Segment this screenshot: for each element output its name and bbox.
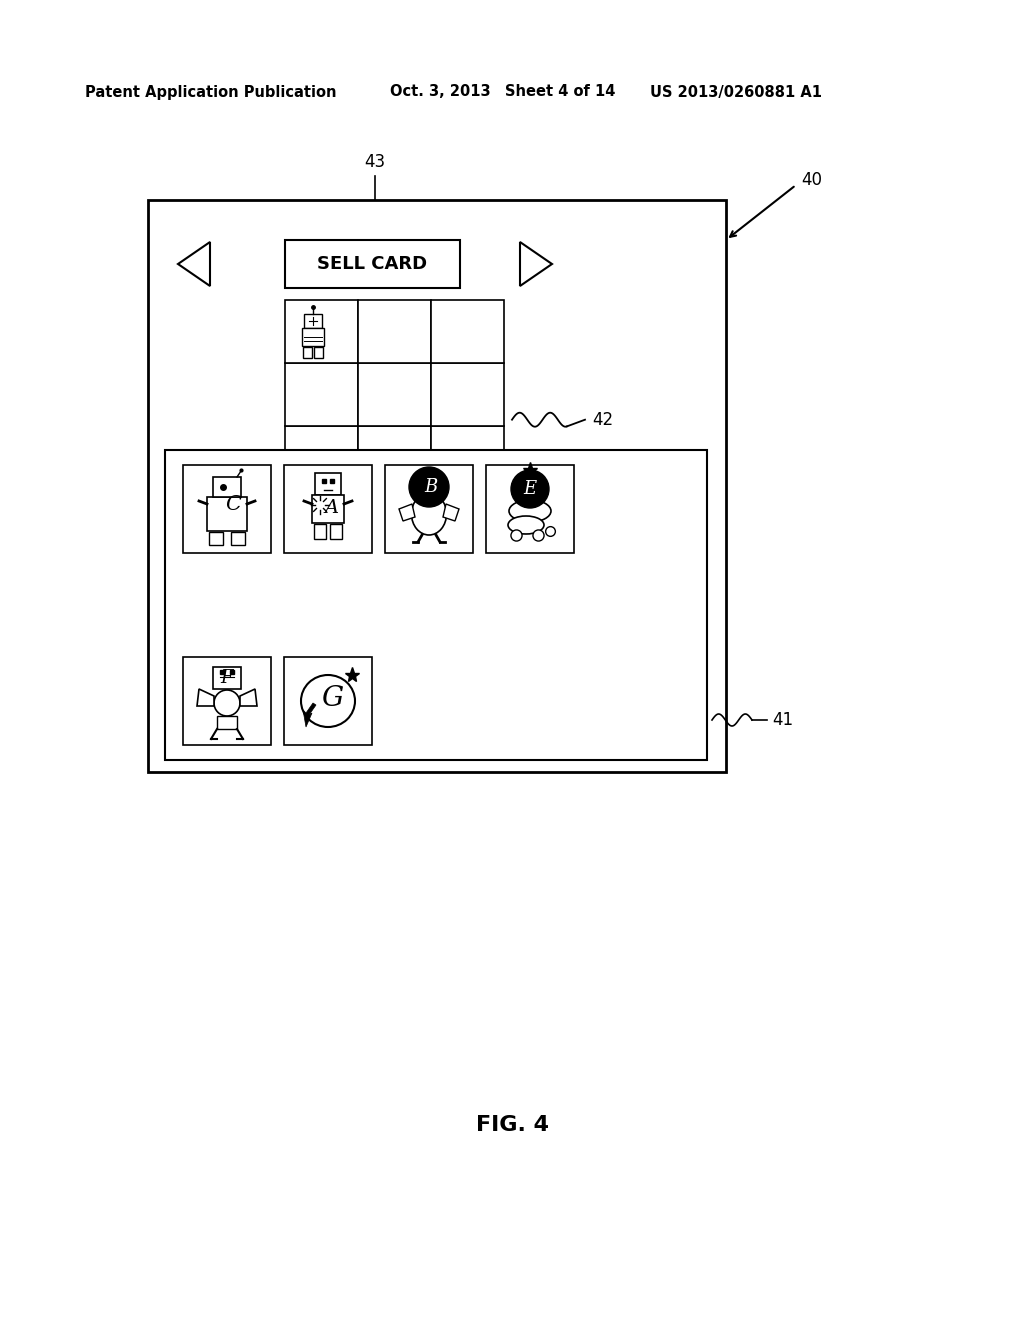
Text: Oct. 3, 2013: Oct. 3, 2013 (390, 84, 490, 99)
Bar (313, 346, 323, 358)
Circle shape (214, 690, 240, 715)
Bar (330, 524, 342, 539)
Bar (315, 473, 341, 495)
Bar (148, 201, 726, 772)
Bar (302, 327, 324, 346)
Bar (284, 657, 372, 744)
Bar (207, 498, 247, 531)
Ellipse shape (412, 492, 446, 535)
Text: E: E (523, 480, 537, 498)
Bar (358, 363, 431, 426)
Polygon shape (303, 704, 316, 727)
Bar (285, 300, 358, 363)
Text: Patent Application Publication: Patent Application Publication (85, 84, 337, 99)
Polygon shape (240, 689, 257, 706)
Bar (431, 426, 504, 488)
Bar (213, 667, 241, 689)
Bar (486, 465, 574, 553)
Polygon shape (178, 242, 210, 286)
Text: FIG. 4: FIG. 4 (475, 1115, 549, 1135)
Bar (183, 465, 271, 553)
Bar (209, 532, 223, 545)
Ellipse shape (301, 675, 355, 727)
Circle shape (511, 470, 549, 508)
Ellipse shape (509, 500, 551, 521)
Bar (217, 715, 237, 729)
Polygon shape (520, 242, 552, 286)
Text: F: F (221, 669, 233, 686)
Bar (312, 495, 344, 523)
Polygon shape (197, 689, 214, 706)
Bar (303, 346, 311, 358)
Polygon shape (443, 504, 459, 521)
Bar (285, 363, 358, 426)
Text: C: C (225, 495, 241, 515)
Polygon shape (399, 504, 415, 521)
Text: G: G (321, 685, 343, 713)
Bar (304, 314, 322, 327)
Text: 40: 40 (801, 172, 822, 189)
Bar (213, 477, 241, 498)
Bar (358, 426, 431, 488)
Bar (431, 300, 504, 363)
Text: A: A (325, 499, 339, 517)
Bar (183, 657, 271, 744)
Bar (284, 465, 372, 553)
Text: SELL CARD: SELL CARD (317, 255, 428, 273)
Bar (231, 532, 245, 545)
Text: 42: 42 (592, 411, 613, 429)
Bar (314, 524, 326, 539)
Bar (431, 363, 504, 426)
Text: US 2013/0260881 A1: US 2013/0260881 A1 (650, 84, 822, 99)
Text: 43: 43 (365, 153, 386, 172)
Text: Sheet 4 of 14: Sheet 4 of 14 (505, 84, 615, 99)
Bar (358, 300, 431, 363)
Ellipse shape (508, 516, 544, 535)
Text: B: B (424, 478, 437, 496)
Bar (285, 426, 358, 488)
Bar (285, 240, 460, 288)
Bar (165, 450, 707, 760)
Circle shape (409, 467, 449, 507)
Bar (385, 465, 473, 553)
Text: 41: 41 (772, 711, 794, 729)
